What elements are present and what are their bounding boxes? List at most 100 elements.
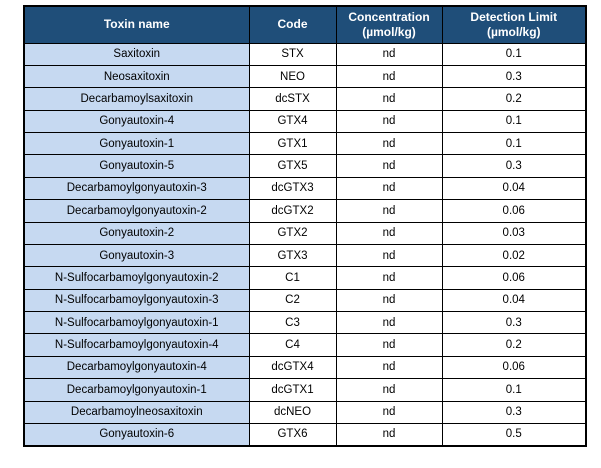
table-row: Decarbamoylgonyautoxin-4 dcGTX4 nd 0.06 [23,355,587,380]
concentration-cell: nd [335,333,443,357]
detection-limit-cell: 0.1 [441,131,587,156]
toxin-name-cell: Saxitoxin [23,42,250,66]
table-row: N-Sulfocarbamoylgonyautoxin-2 C1 nd 0.06 [23,266,587,290]
code-cell: C4 [248,333,337,357]
detection-limit-cell: 0.2 [441,333,587,357]
concentration-cell: nd [335,42,443,66]
table-row: Neosaxitoxin NEO nd 0.3 [23,64,587,89]
table-row: Gonyautoxin-5 GTX5 nd 0.3 [23,154,587,178]
toxin-name-cell: Decarbamoylgonyautoxin-3 [23,176,250,201]
detection-limit-cell: 0.3 [441,154,587,178]
table-row: Gonyautoxin-4 GTX4 nd 0.1 [23,109,587,134]
toxin-name-cell: Decarbamoylgonyautoxin-4 [23,355,250,380]
table-row: Saxitoxin STX nd 0.1 [23,42,587,66]
toxin-name-cell: N-Sulfocarbamoylgonyautoxin-4 [23,333,250,357]
detection-limit-cell: 0.02 [441,243,587,268]
table-row: N-Sulfocarbamoylgonyautoxin-4 C4 nd 0.2 [23,333,587,357]
detection-limit-cell: 0.04 [441,176,587,201]
detection-limit-cell: 0.03 [441,221,587,245]
toxin-name-cell: Decarbamoylgonyautoxin-2 [23,199,250,223]
toxin-name-cell: Neosaxitoxin [23,64,250,89]
concentration-cell: nd [335,176,443,201]
code-cell: dcGTX2 [248,199,337,223]
toxin-name-cell: Gonyautoxin-1 [23,131,250,156]
detection-limit-cell: 0.06 [441,355,587,380]
code-cell: dcGTX3 [248,176,337,201]
table-row: Gonyautoxin-1 GTX1 nd 0.1 [23,131,587,156]
concentration-cell: nd [335,87,443,111]
code-cell: C3 [248,310,337,335]
code-cell: dcGTX4 [248,355,337,380]
table-row: Decarbamoylgonyautoxin-2 dcGTX2 nd 0.06 [23,199,587,223]
concentration-cell: nd [335,400,443,424]
header-concentration: Concentration (µmol/kg) [335,5,443,44]
code-cell: GTX5 [248,154,337,178]
concentration-cell: nd [335,64,443,89]
header-code: Code [248,5,337,44]
table-header: Toxin name Code Concentration (µmol/kg) … [23,5,587,44]
toxin-name-cell: Gonyautoxin-2 [23,221,250,245]
header-row: Toxin name Code Concentration (µmol/kg) … [23,5,587,44]
concentration-cell: nd [335,378,443,402]
toxin-name-cell: Gonyautoxin-5 [23,154,250,178]
table-row: Gonyautoxin-2 GTX2 nd 0.03 [23,221,587,245]
code-cell: GTX3 [248,243,337,268]
code-cell: GTX4 [248,109,337,134]
detection-limit-cell: 0.5 [441,422,587,447]
detection-limit-cell: 0.1 [441,378,587,402]
table-row: Decarbamoylneosaxitoxin dcNEO nd 0.3 [23,400,587,424]
table-row: N-Sulfocarbamoylgonyautoxin-1 C3 nd 0.3 [23,310,587,335]
header-concentration-unit: (µmol/kg) [362,24,416,39]
concentration-cell: nd [335,266,443,290]
concentration-cell: nd [335,243,443,268]
header-detection-limit-unit: (µmol/kg) [486,24,541,39]
toxin-name-cell: Decarbamoylneosaxitoxin [23,400,250,424]
concentration-cell: nd [335,199,443,223]
code-cell: C1 [248,266,337,290]
code-cell: GTX1 [248,131,337,156]
concentration-cell: nd [335,422,443,447]
concentration-cell: nd [335,310,443,335]
code-cell: C2 [248,288,337,313]
table-row: Gonyautoxin-3 GTX3 nd 0.02 [23,243,587,268]
code-cell: STX [248,42,337,66]
detection-limit-cell: 0.04 [441,288,587,313]
detection-limit-cell: 0.06 [441,199,587,223]
concentration-cell: nd [335,221,443,245]
table-row: Decarbamoylgonyautoxin-3 dcGTX3 nd 0.04 [23,176,587,201]
toxin-name-cell: N-Sulfocarbamoylgonyautoxin-2 [23,266,250,290]
code-cell: GTX2 [248,221,337,245]
header-concentration-label: Concentration [348,9,430,24]
detection-limit-cell: 0.06 [441,266,587,290]
toxin-name-cell: N-Sulfocarbamoylgonyautoxin-3 [23,288,250,313]
header-code-label: Code [277,17,308,32]
table-row: Decarbamoylsaxitoxin dcSTX nd 0.2 [23,87,587,111]
detection-limit-cell: 0.3 [441,310,587,335]
detection-limit-cell: 0.1 [441,42,587,66]
toxin-table-container: Toxin name Code Concentration (µmol/kg) … [23,5,587,447]
code-cell: dcSTX [248,87,337,111]
code-cell: NEO [248,64,337,89]
toxin-name-cell: Gonyautoxin-3 [23,243,250,268]
toxin-table-body: Saxitoxin STX nd 0.1 Neosaxitoxin NEO nd 0.3 Dec… [23,42,587,447]
toxin-name-cell: Decarbamoylsaxitoxin [23,87,250,111]
header-detection-limit: Detection Limit (µmol/kg) [441,5,587,44]
toxin-table: Toxin name Code Concentration (µmol/kg) … [23,5,587,447]
code-cell: dcNEO [248,400,337,424]
toxin-name-cell: Gonyautoxin-4 [23,109,250,134]
concentration-cell: nd [335,109,443,134]
detection-limit-cell: 0.3 [441,400,587,424]
detection-limit-cell: 0.1 [441,109,587,134]
toxin-name-cell: Decarbamoylgonyautoxin-1 [23,378,250,402]
header-toxin-name-label: Toxin name [103,17,170,32]
concentration-cell: nd [335,288,443,313]
table-row: Decarbamoylgonyautoxin-1 dcGTX1 nd 0.1 [23,378,587,402]
code-cell: GTX6 [248,422,337,447]
detection-limit-cell: 0.2 [441,87,587,111]
concentration-cell: nd [335,131,443,156]
table-row: Gonyautoxin-6 GTX6 nd 0.5 [23,422,587,447]
table-row: N-Sulfocarbamoylgonyautoxin-3 C2 nd 0.04 [23,288,587,313]
header-toxin-name: Toxin name [23,5,250,44]
code-cell: dcGTX1 [248,378,337,402]
